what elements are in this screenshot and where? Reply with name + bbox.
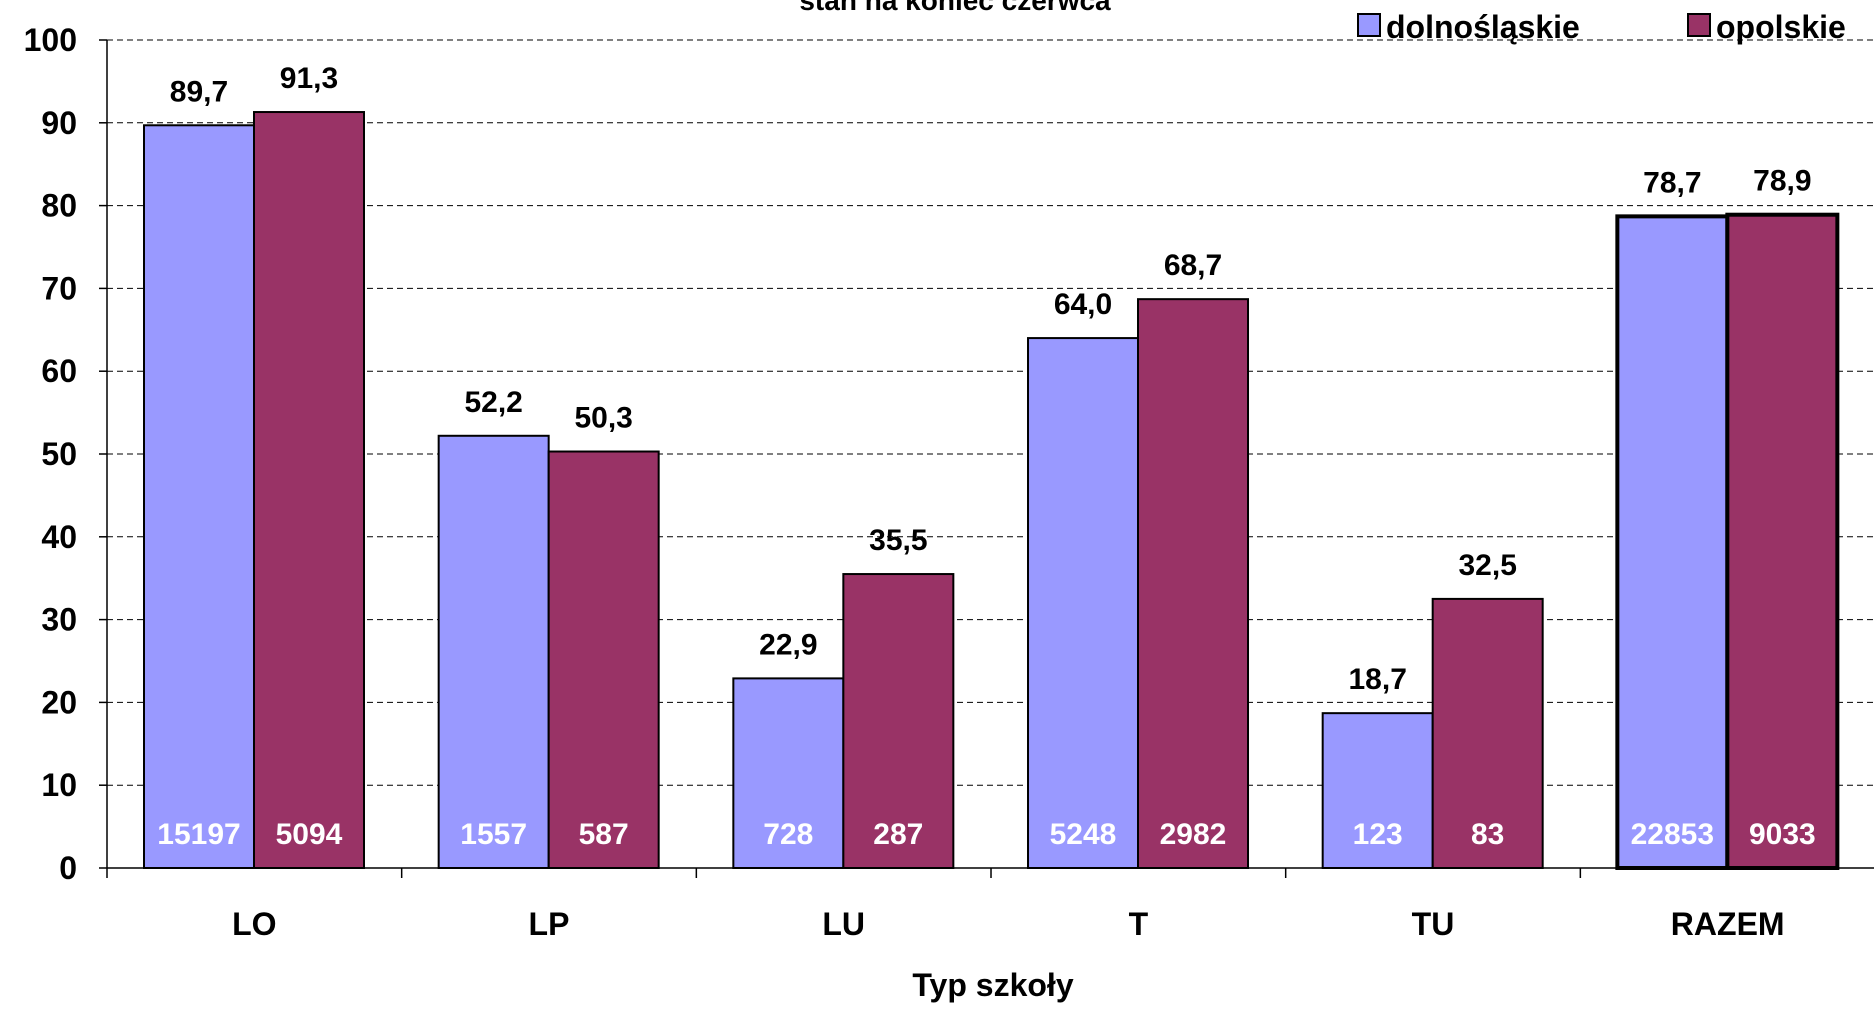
count-label-dolnoslaskie: 5248 (1050, 818, 1117, 851)
data-label-dolnoslaskie: 64,0 (1054, 288, 1112, 321)
y-tick-label: 20 (41, 684, 77, 720)
count-label-opolskie: 5094 (276, 818, 343, 851)
bar-opolskie-lp (547, 450, 660, 869)
count-label-dolnoslaskie: 22853 (1631, 818, 1714, 851)
chart-title: stan na koniec czerwca (799, 0, 1111, 16)
data-label-dolnoslaskie: 18,7 (1348, 663, 1406, 696)
x-tick-label: RAZEM (1671, 906, 1785, 942)
y-tick-label: 80 (41, 188, 77, 224)
y-tick-label: 10 (41, 767, 77, 803)
legend-swatch-opolskie (1687, 13, 1711, 37)
bar-dolnoslaskie-lo (143, 124, 255, 869)
data-label-opolskie: 50,3 (574, 402, 632, 435)
count-label-dolnoslaskie: 728 (763, 818, 813, 851)
y-tick-label: 100 (24, 22, 77, 58)
count-label-opolskie: 83 (1471, 818, 1504, 851)
bar-opolskie-tu (1431, 597, 1544, 870)
x-tick-label: TU (1412, 906, 1455, 942)
data-label-opolskie: 68,7 (1164, 249, 1222, 282)
bar-dolnoslaskie-tu (1321, 712, 1434, 869)
bar-opolskie-t (1137, 298, 1250, 869)
data-label-opolskie: 35,5 (869, 524, 927, 557)
data-label-opolskie: 32,5 (1458, 549, 1516, 582)
y-tick-label: 90 (41, 105, 77, 141)
x-tick-label: LU (822, 906, 865, 942)
legend-label-dolnoslaskie: dolnośląskie (1386, 9, 1580, 45)
data-label-opolskie: 91,3 (280, 62, 338, 95)
count-label-dolnoslaskie: 1557 (460, 818, 527, 851)
bar-dolnoslaskie-razem (1615, 214, 1730, 870)
data-label-dolnoslaskie: 52,2 (464, 386, 522, 419)
bar-dolnoslaskie-lp (437, 434, 550, 869)
count-label-dolnoslaskie: 123 (1353, 818, 1403, 851)
bar-dolnoslaskie-lu (732, 677, 845, 869)
bar-opolskie-lu (842, 573, 955, 869)
y-tick-label: 60 (41, 353, 77, 389)
y-tick-label: 0 (59, 850, 77, 886)
data-label-dolnoslaskie: 22,9 (759, 628, 817, 661)
count-label-opolskie: 9033 (1749, 818, 1816, 851)
data-label-dolnoslaskie: 89,7 (170, 75, 228, 108)
x-tick-label: LO (232, 906, 276, 942)
y-tick-label: 70 (41, 270, 77, 306)
x-tick-label: LP (529, 906, 570, 942)
legend-label-opolskie: opolskie (1716, 9, 1846, 45)
count-label-opolskie: 2982 (1160, 818, 1227, 851)
data-label-opolskie: 78,9 (1753, 165, 1811, 198)
x-axis-title: Typ szkoły (912, 967, 1073, 1003)
count-label-opolskie: 587 (579, 818, 629, 851)
count-label-opolskie: 287 (873, 818, 923, 851)
count-label-dolnoslaskie: 15197 (157, 818, 240, 851)
y-tick-label: 30 (41, 602, 77, 638)
legend: dolnośląskie opolskie (1357, 9, 1846, 45)
data-label-dolnoslaskie: 78,7 (1643, 166, 1701, 199)
bar-dolnoslaskie-t (1027, 337, 1140, 869)
bar-opolskie-lo (253, 111, 365, 869)
y-tick-label: 50 (41, 436, 77, 472)
y-tick-label: 40 (41, 519, 77, 555)
bar-opolskie-razem (1725, 212, 1840, 870)
x-tick-label: T (1129, 906, 1149, 942)
legend-swatch-dolnoslaskie (1357, 13, 1381, 37)
